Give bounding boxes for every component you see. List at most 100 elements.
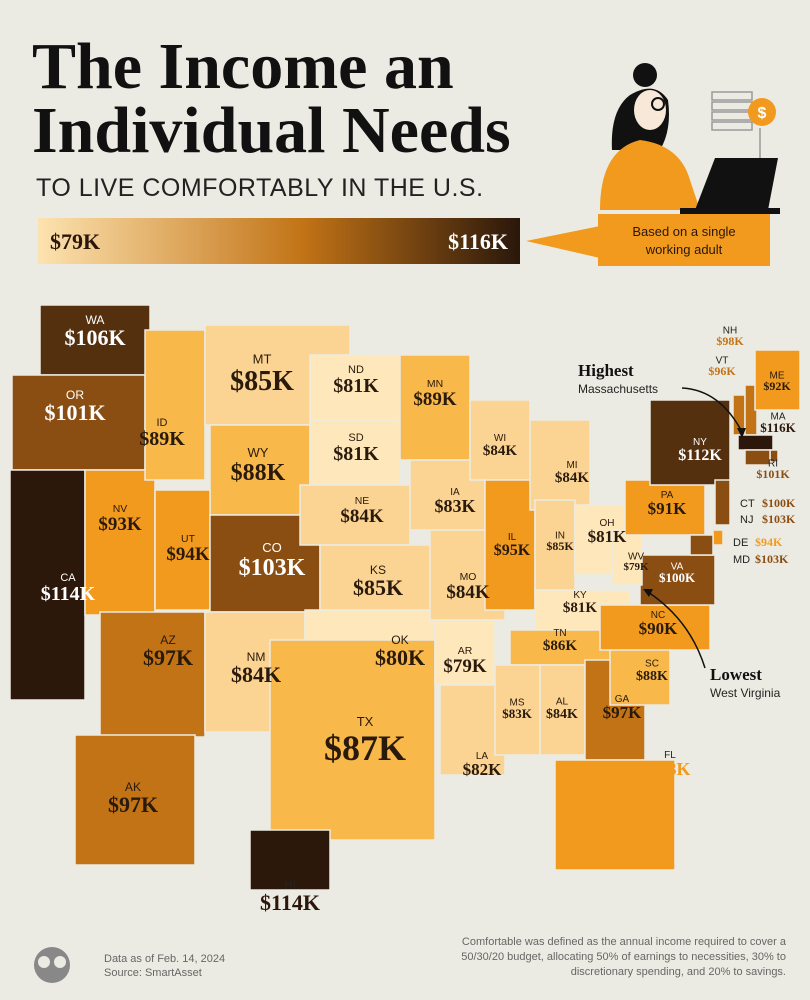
state-value: $100K — [762, 496, 796, 510]
state-value: $79K — [623, 561, 649, 573]
state-shape — [714, 479, 731, 526]
state-abbr: VA — [671, 562, 684, 573]
state-shape — [689, 534, 714, 556]
state-shape — [309, 354, 401, 421]
state-abbr: TN — [553, 628, 566, 639]
state-shape — [469, 399, 531, 481]
title-line: The Income an — [32, 30, 454, 103]
state-abbr: KY — [573, 590, 587, 601]
state-shape — [299, 484, 411, 546]
state-abbr: UT — [181, 534, 196, 545]
state-value: $80K — [375, 645, 425, 670]
state-value: $97K — [108, 792, 158, 817]
state-abbr: AK — [125, 780, 141, 794]
state-shape — [712, 529, 724, 546]
annotation-title: Lowest — [710, 665, 762, 684]
state-abbr: AL — [556, 697, 569, 708]
state-shape — [319, 544, 431, 611]
logo — [34, 947, 70, 983]
state-value: $84K — [555, 470, 590, 486]
state-shape — [269, 639, 436, 841]
state-value: $94K — [755, 535, 783, 549]
state-value: $88K — [636, 669, 668, 684]
state-abbr: OR — [66, 388, 84, 402]
footer-date: Data as of Feb. 14, 2024 — [104, 953, 225, 965]
state-value: $97K — [143, 645, 193, 670]
state-value: $89K — [413, 389, 457, 410]
state-abbr: ME — [770, 371, 785, 382]
state-value: $84K — [446, 582, 490, 603]
callout-box — [598, 214, 770, 266]
state-abbr: NH — [723, 326, 737, 337]
state-value: $89K — [139, 428, 185, 450]
state-abbr: AZ — [160, 633, 176, 647]
state-value: $84K — [483, 443, 518, 459]
state-value: $87K — [324, 728, 406, 768]
callout-text: Based on a single — [632, 224, 735, 239]
state-shape — [249, 829, 331, 891]
state-value: $81K — [333, 443, 379, 465]
legend-bar — [38, 218, 520, 264]
state-value: $101K — [44, 400, 105, 425]
state-shape — [624, 479, 706, 536]
legend-max: $116K — [448, 229, 508, 254]
footer-note: Comfortable was defined as the annual in… — [462, 936, 787, 948]
state-shape — [529, 419, 591, 511]
state-value: $81K — [588, 527, 628, 546]
state-abbr: NE — [355, 496, 370, 507]
state-value: $114K — [41, 583, 96, 605]
state-shape — [599, 604, 711, 651]
state-value: $103K — [239, 555, 306, 581]
svg-text:$: $ — [758, 105, 767, 122]
state-value: $83K — [502, 706, 533, 721]
state-abbr: WY — [248, 445, 269, 460]
state-value: $114K — [260, 890, 320, 915]
state-abbr: VT — [716, 356, 729, 367]
state-value: $103K — [762, 512, 796, 526]
annotation-arrow — [681, 387, 743, 433]
state-abbr: NV — [113, 504, 128, 515]
footer-source: Source: SmartAsset — [104, 967, 202, 979]
state-abbr: IL — [508, 532, 517, 543]
state-shape — [539, 664, 586, 756]
state-value: $84K — [340, 506, 384, 527]
state-value: $86K — [543, 638, 578, 654]
annotation-title: Highest — [578, 361, 634, 380]
state-value: $81K — [563, 600, 598, 616]
state-abbr: RI — [768, 459, 778, 470]
state-abbr: WA — [85, 313, 105, 327]
state-shape — [209, 424, 311, 516]
state-abbr: IN — [555, 531, 565, 542]
callout-pointer — [526, 226, 600, 258]
state-abbr: WV — [628, 552, 644, 563]
state-value: $88K — [231, 460, 286, 486]
state-abbr: NM — [247, 650, 266, 664]
legend-min: $79K — [50, 229, 100, 254]
state-value: $91K — [648, 499, 688, 518]
state-abbr: CA — [60, 572, 76, 584]
illustration: $ — [600, 63, 780, 214]
state-shape — [554, 759, 676, 871]
state-abbr: MN — [427, 379, 443, 390]
state-shape — [754, 349, 801, 411]
state-abbr: TX — [357, 714, 374, 729]
state-abbr: SD — [348, 432, 363, 444]
state-value: $100K — [659, 570, 696, 585]
state-abbr: MT — [253, 351, 272, 366]
state-abbr: OK — [391, 633, 408, 647]
state-value: $81K — [333, 375, 379, 397]
state-abbr: NC — [651, 610, 665, 621]
state-shape — [99, 611, 206, 738]
state-abbr: ID — [157, 417, 168, 429]
state-abbr: HI — [284, 878, 296, 892]
state-value: $79K — [443, 656, 487, 677]
label-layer: WA$106KOR$101KCA$114KNV$93KID$89KMT$85KW… — [41, 313, 797, 915]
state-value: $97K — [603, 703, 643, 722]
state-abbr: MI — [566, 460, 577, 471]
state-value: $95K — [494, 542, 531, 559]
footer-note: 50/30/20 budget, allocating 50% of earni… — [461, 951, 786, 963]
state-shape — [74, 734, 196, 866]
title-line: Individual Needs — [32, 94, 511, 167]
state-shape — [434, 619, 496, 686]
